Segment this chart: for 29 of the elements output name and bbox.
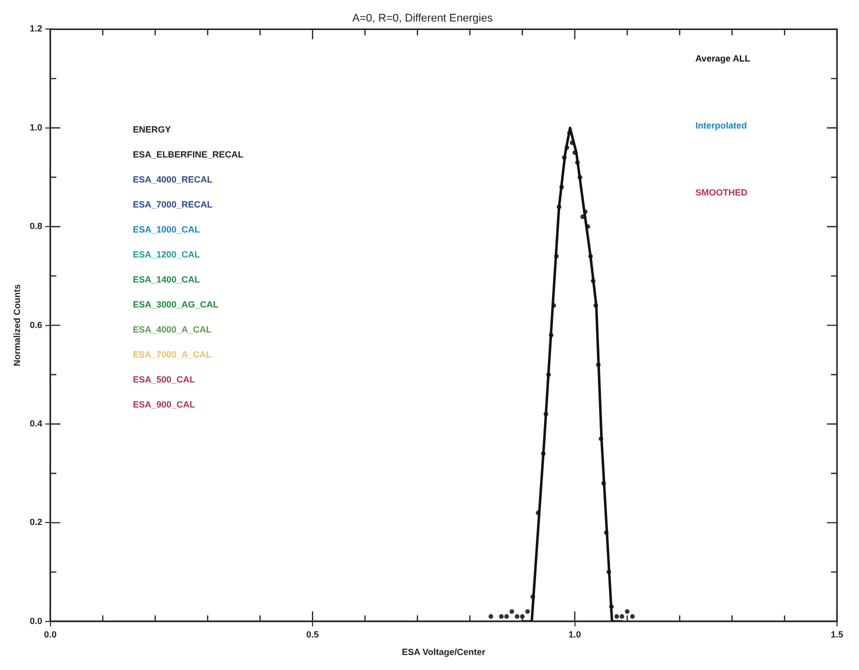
x-tick-label: 1.0 [568, 629, 582, 640]
x-tick-label: 0.0 [44, 629, 57, 640]
legend-label: ESA_3000_AG_CAL [132, 299, 219, 310]
legend-label: ESA_1200_CAL [132, 249, 200, 260]
legend-label: ESA_500_CAL [132, 374, 196, 384]
legend-label: ESA_ELBERFINE_RECAL [132, 149, 244, 160]
y-tick-label: 1.2 [30, 24, 42, 34]
y-axis-title: Normalized Counts [12, 284, 22, 366]
legend-label: ESA_1400_CAL [132, 274, 200, 284]
legend-label: ESA_4000_A_CAL [132, 324, 212, 334]
y-tick-label: 0.6 [30, 320, 42, 330]
y-tick-label: 0.4 [30, 418, 42, 428]
text: Average ALL [695, 53, 751, 64]
y-tick-label: 0.0 [30, 616, 42, 626]
legend-label: SMOOTHED [695, 187, 748, 198]
y-tick-label: 0.8 [30, 221, 42, 232]
legend-title: ENERGY [132, 124, 171, 134]
x-axis-title: ESA Voltage/Center [402, 647, 486, 658]
legend-label: ESA_7000_RECAL [132, 199, 213, 210]
legend-label: ESA_900_CAL [132, 399, 196, 410]
x-tick-label: 0.5 [306, 629, 319, 640]
legend-label: ESA_1000_CAL [132, 224, 200, 234]
y-tick-label: 1.0 [30, 122, 42, 132]
legend-label: ESA_7000_A_CAL [132, 349, 212, 360]
legend-label: Interpolated [695, 120, 747, 130]
legend-label: ESA_4000_RECAL [132, 174, 213, 184]
y-tick-label: 0.2 [30, 517, 42, 528]
x-tick-label: 1.5 [830, 629, 844, 640]
chart-title: A=0, R=0, Different Energies [352, 12, 494, 25]
